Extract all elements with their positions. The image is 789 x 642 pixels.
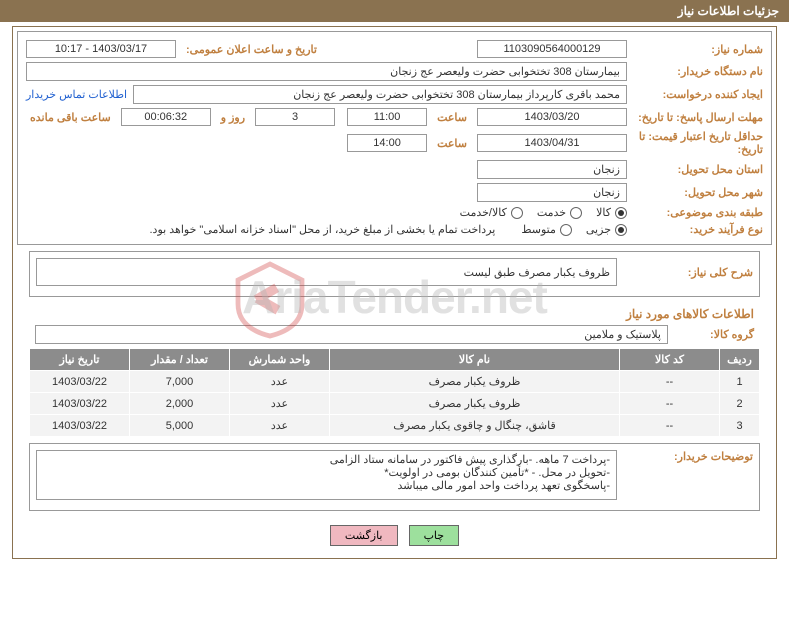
back-button[interactable]: بازگشت xyxy=(330,525,398,546)
label-process: نوع فرآیند خرید: xyxy=(633,223,763,236)
details-box: شماره نیاز: 1103090564000129 تاریخ و ساع… xyxy=(17,31,772,245)
table-row: 3--قاشق، چنگال و چاقوی یکبار مصرفعدد5,00… xyxy=(30,415,760,437)
row-notes: توضیحات خریدار: -پرداخت 7 ماهه. -بارگذار… xyxy=(36,450,753,500)
row-classify: طبقه بندی موضوعی: کالا خدمت کالا/خدمت xyxy=(26,206,763,219)
label-buyer: نام دستگاه خریدار: xyxy=(633,65,763,78)
table-header-row: ردیف کد کالا نام کالا واحد شمارش تعداد /… xyxy=(30,349,760,371)
label-notes: توضیحات خریدار: xyxy=(623,450,753,463)
table-cell: 3 xyxy=(720,415,760,437)
field-group: پلاستیک و ملامین xyxy=(35,325,668,344)
th-row: ردیف xyxy=(720,349,760,371)
table-cell: 2 xyxy=(720,393,760,415)
label-hour1: ساعت xyxy=(433,111,471,124)
radio-icon xyxy=(560,224,572,236)
radio-medium[interactable]: متوسط xyxy=(521,223,572,236)
contact-link[interactable]: اطلاعات تماس خریدار xyxy=(26,88,127,101)
payment-note: پرداخت تمام یا بخشی از مبلغ خرید، از محل… xyxy=(150,223,496,236)
field-city: زنجان xyxy=(477,183,627,202)
label-classify: طبقه بندی موضوعی: xyxy=(633,206,763,219)
th-name: نام کالا xyxy=(330,349,620,371)
radio-icon xyxy=(511,207,523,219)
label-city: شهر محل تحویل: xyxy=(633,186,763,199)
print-button[interactable]: چاپ xyxy=(409,525,460,546)
row-deadline: مهلت ارسال پاسخ: تا تاریخ: 1403/03/20 سا… xyxy=(26,108,763,126)
row-requester: ایجاد کننده درخواست: محمد باقری کارپرداز… xyxy=(26,85,763,104)
field-time-left: 00:06:32 xyxy=(121,108,211,126)
table-cell: 1 xyxy=(720,371,760,393)
table-cell: ظروف یکبار مصرف xyxy=(330,371,620,393)
th-qty: تعداد / مقدار xyxy=(130,349,230,371)
label-summary: شرح کلی نیاز: xyxy=(623,266,753,279)
radio-both[interactable]: کالا/خدمت xyxy=(460,206,523,219)
field-requester: محمد باقری کارپرداز بیمارستان 308 تختخوا… xyxy=(133,85,627,104)
table-cell: -- xyxy=(620,415,720,437)
items-title: اطلاعات کالاهای مورد نیاز xyxy=(35,307,754,321)
label-deadline: مهلت ارسال پاسخ: تا تاریخ: xyxy=(633,111,763,124)
notes-box: توضیحات خریدار: -پرداخت 7 ماهه. -بارگذار… xyxy=(29,443,760,511)
table-cell: 1403/03/22 xyxy=(30,393,130,415)
items-table: ردیف کد کالا نام کالا واحد شمارش تعداد /… xyxy=(29,348,760,437)
label-group: گروه کالا: xyxy=(674,328,754,341)
table-cell: عدد xyxy=(230,415,330,437)
table-cell: عدد xyxy=(230,393,330,415)
radio-small[interactable]: جزیی xyxy=(586,223,627,236)
label-validity: حداقل تاریخ اعتبار قیمت: تا تاریخ: xyxy=(633,130,763,156)
radio-icon xyxy=(615,224,627,236)
field-province: زنجان xyxy=(477,160,627,179)
table-cell: 2,000 xyxy=(130,393,230,415)
table-cell: 5,000 xyxy=(130,415,230,437)
row-need-no: شماره نیاز: 1103090564000129 تاریخ و ساع… xyxy=(26,40,763,58)
table-cell: 1403/03/22 xyxy=(30,371,130,393)
label-announce: تاریخ و ساعت اعلان عمومی: xyxy=(182,43,321,56)
field-deadline-time: 11:00 xyxy=(347,108,427,126)
label-province: استان محل تحویل: xyxy=(633,163,763,176)
field-need-no: 1103090564000129 xyxy=(477,40,627,58)
label-hour2: ساعت xyxy=(433,137,471,150)
page-header: جزئیات اطلاعات نیاز xyxy=(0,0,789,22)
field-validity-time: 14:00 xyxy=(347,134,427,152)
table-cell: 7,000 xyxy=(130,371,230,393)
summary-box: شرح کلی نیاز: ظروف یکبار مصرف طبق لیست xyxy=(29,251,760,297)
th-code: کد کالا xyxy=(620,349,720,371)
radio-kala[interactable]: کالا xyxy=(596,206,627,219)
table-cell: 1403/03/22 xyxy=(30,415,130,437)
field-days-left: 3 xyxy=(255,108,335,126)
classify-radios: کالا خدمت کالا/خدمت xyxy=(460,206,627,219)
row-buyer: نام دستگاه خریدار: بیمارستان 308 تختخواب… xyxy=(26,62,763,81)
label-requester: ایجاد کننده درخواست: xyxy=(633,88,763,101)
main-container: شماره نیاز: 1103090564000129 تاریخ و ساع… xyxy=(12,26,777,559)
table-row: 2--ظروف یکبار مصرفعدد2,0001403/03/22 xyxy=(30,393,760,415)
field-buyer: بیمارستان 308 تختخوابی حضرت ولیعصر عج زن… xyxy=(26,62,627,81)
label-need-no: شماره نیاز: xyxy=(633,43,763,56)
field-announce: 1403/03/17 - 10:17 xyxy=(26,40,176,58)
table-cell: -- xyxy=(620,393,720,415)
field-notes: -پرداخت 7 ماهه. -بارگذاری پیش فاکتور در … xyxy=(36,450,617,500)
radio-khedmat[interactable]: خدمت xyxy=(537,206,582,219)
row-province: استان محل تحویل: زنجان xyxy=(26,160,763,179)
radio-icon xyxy=(615,207,627,219)
process-radios: جزیی متوسط xyxy=(521,223,627,236)
th-date: تاریخ نیاز xyxy=(30,349,130,371)
table-cell: قاشق، چنگال و چاقوی یکبار مصرف xyxy=(330,415,620,437)
row-summary: شرح کلی نیاز: ظروف یکبار مصرف طبق لیست xyxy=(36,258,753,286)
row-group: گروه کالا: پلاستیک و ملامین xyxy=(35,325,754,344)
button-row: چاپ بازگشت xyxy=(17,517,772,554)
label-remaining: ساعت باقی مانده xyxy=(26,111,115,124)
field-deadline-date: 1403/03/20 xyxy=(477,108,627,126)
row-validity: حداقل تاریخ اعتبار قیمت: تا تاریخ: 1403/… xyxy=(26,130,763,156)
radio-icon xyxy=(570,207,582,219)
row-city: شهر محل تحویل: زنجان xyxy=(26,183,763,202)
row-process: نوع فرآیند خرید: جزیی متوسط پرداخت تمام … xyxy=(26,223,763,236)
table-cell: -- xyxy=(620,371,720,393)
table-cell: عدد xyxy=(230,371,330,393)
label-days-and: روز و xyxy=(217,111,249,124)
field-summary: ظروف یکبار مصرف طبق لیست xyxy=(36,258,617,286)
table-row: 1--ظروف یکبار مصرفعدد7,0001403/03/22 xyxy=(30,371,760,393)
field-validity-date: 1403/04/31 xyxy=(477,134,627,152)
th-unit: واحد شمارش xyxy=(230,349,330,371)
table-cell: ظروف یکبار مصرف xyxy=(330,393,620,415)
